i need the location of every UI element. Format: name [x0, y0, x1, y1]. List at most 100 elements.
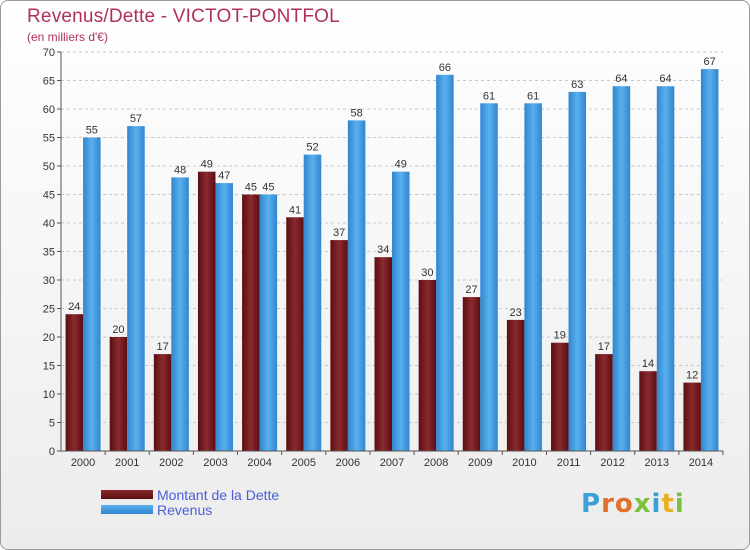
logo-letter: i	[651, 489, 662, 519]
bar-revenus	[303, 154, 322, 451]
bar-dette	[639, 371, 657, 451]
bar-dette	[153, 354, 172, 451]
x-tick-label: 2001	[115, 457, 139, 469]
x-tick-label: 2008	[424, 457, 448, 469]
chart-title: Revenus/Dette - VICTOT-PONTFOL	[27, 6, 340, 27]
bar-revenus	[480, 103, 498, 452]
x-tick-label: 2005	[291, 457, 315, 469]
bar-revenus	[347, 120, 366, 452]
bar-dette	[109, 337, 128, 451]
value-label-revenus: 47	[218, 170, 230, 182]
bar-revenus	[656, 86, 675, 451]
y-tick-label: 45	[43, 190, 55, 202]
legend-swatch-revenus	[101, 505, 153, 514]
x-tick-label: 2007	[380, 457, 404, 469]
y-tick-label: 55	[43, 133, 55, 145]
bar-dette	[506, 319, 525, 451]
value-label-revenus: 57	[130, 113, 142, 125]
bar-dette	[374, 257, 392, 451]
logo-letter: P	[581, 489, 602, 519]
bar-revenus	[83, 137, 101, 451]
logo-letter: t	[661, 489, 675, 519]
legend: Montant de la Dette Revenus	[101, 486, 280, 518]
value-label-dette: 20	[112, 324, 124, 336]
logo-letter: i	[674, 489, 685, 519]
value-label-dette: 49	[201, 159, 213, 171]
x-tick-label: 2000	[71, 457, 95, 469]
value-label-revenus: 48	[174, 164, 186, 176]
value-label-dette: 37	[333, 227, 345, 239]
x-tick-label: 2006	[336, 457, 360, 469]
value-label-revenus: 52	[306, 142, 318, 154]
value-label-dette: 34	[377, 244, 389, 256]
bar-dette	[197, 171, 216, 451]
x-tick-label: 2002	[159, 457, 183, 469]
bar-revenus	[700, 69, 719, 451]
bar-revenus	[524, 103, 542, 452]
bar-dette	[595, 354, 613, 451]
bar-revenus	[436, 74, 454, 452]
logo-letter: o	[614, 489, 634, 519]
y-tick-label: 50	[43, 161, 55, 173]
bar-dette	[65, 314, 84, 451]
bar-dette	[242, 194, 260, 451]
x-tick-label: 2011	[557, 457, 581, 469]
value-label-revenus: 55	[86, 125, 98, 137]
value-label-dette: 45	[245, 182, 257, 194]
value-label-dette: 12	[686, 370, 698, 382]
value-label-revenus: 67	[704, 56, 716, 68]
bar-dette	[418, 280, 437, 451]
value-label-revenus: 49	[395, 159, 407, 171]
bar-revenus	[171, 177, 189, 451]
x-tick-label: 2009	[468, 457, 492, 469]
legend-label-dette: Montant de la Dette	[157, 486, 280, 503]
bar-revenus	[127, 126, 145, 451]
value-label-dette: 41	[289, 204, 301, 216]
value-label-dette: 30	[421, 267, 433, 279]
bar-dette	[551, 342, 569, 451]
x-tick-label: 2003	[203, 457, 227, 469]
x-tick-label: 2012	[600, 457, 624, 469]
proxiti-logo: Proxiti	[581, 489, 685, 519]
value-label-dette: 23	[510, 307, 522, 319]
value-label-dette: 24	[68, 301, 80, 313]
y-tick-label: 30	[43, 275, 55, 287]
legend-swatch-dette	[101, 490, 153, 499]
logo-letter: r	[601, 489, 615, 519]
legend-item-dette: Montant de la Dette	[101, 486, 280, 503]
bar-revenus	[392, 171, 410, 451]
legend-item-revenus: Revenus	[101, 501, 279, 518]
y-tick-label: 35	[43, 247, 55, 259]
x-tick-label: 2010	[512, 457, 536, 469]
bar-dette	[330, 240, 348, 451]
value-label-revenus: 64	[659, 73, 671, 85]
value-label-revenus: 58	[350, 107, 362, 119]
bar-revenus	[215, 183, 233, 451]
bar-dette	[286, 217, 304, 451]
y-tick-label: 0	[49, 446, 55, 458]
y-tick-label: 25	[43, 304, 55, 316]
y-tick-label: 70	[43, 47, 55, 59]
value-label-revenus: 61	[527, 90, 539, 102]
value-label-dette: 19	[554, 330, 566, 342]
x-tick-label: 2014	[689, 457, 713, 469]
y-tick-label: 10	[43, 389, 55, 401]
y-tick-label: 15	[43, 361, 55, 373]
value-label-revenus: 63	[571, 79, 583, 91]
value-label-dette: 14	[642, 358, 654, 370]
legend-label-revenus: Revenus	[157, 501, 213, 518]
value-label-revenus: 45	[262, 182, 274, 194]
axes: 0 5 10 15 20 25 30 35 40 45 50 55 60 65 70 2000 2001 2002…	[43, 47, 724, 469]
value-label-dette: 17	[598, 341, 610, 353]
y-tick-label: 40	[43, 218, 55, 230]
chart-subtitle: (en milliers d'€)	[27, 30, 108, 44]
y-tick-label: 60	[43, 104, 55, 116]
y-tick-label: 65	[43, 76, 55, 88]
bar-dette	[462, 297, 481, 451]
bars: 24 55 20 57 17 48 49 47 45 45 41 52 37 58 34 49 30 66 27 61…	[65, 56, 719, 452]
x-tick-label: 2013	[645, 457, 669, 469]
value-label-revenus: 64	[615, 73, 627, 85]
value-label-revenus: 66	[439, 62, 451, 74]
